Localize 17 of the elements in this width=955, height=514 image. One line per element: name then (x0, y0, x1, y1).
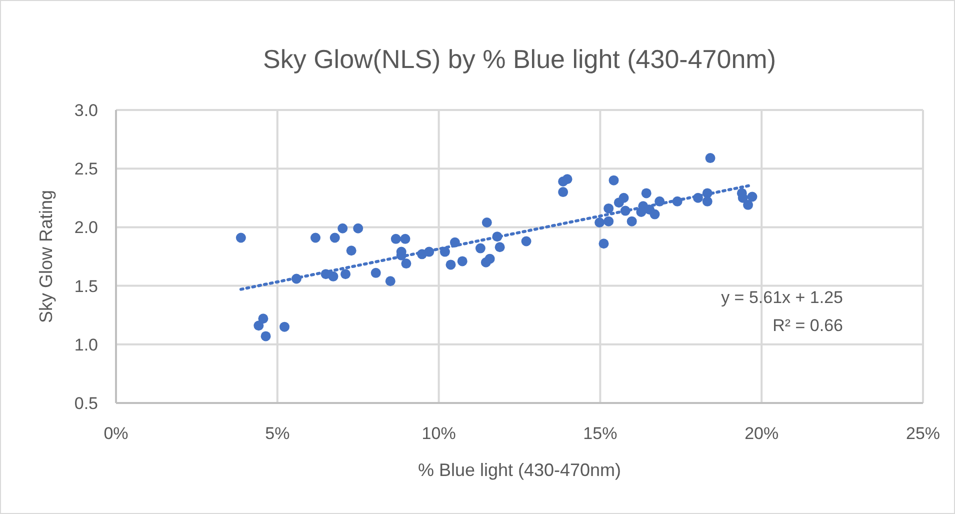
y-tick-label: 3.0 (74, 101, 98, 120)
y-axis-title: Sky Glow Rating (36, 190, 56, 324)
x-tick-label: 10% (422, 424, 456, 443)
chart-title: Sky Glow(NLS) by % Blue light (430-470nm) (263, 44, 776, 74)
y-tick-label: 1.5 (74, 276, 98, 296)
x-tick-label: 25% (906, 424, 940, 443)
y-tick-label: 1.0 (74, 335, 98, 354)
x-tick-label: 0% (104, 424, 128, 443)
x-tick-label: 15% (583, 424, 618, 443)
annotation: R² = 0.66 (772, 316, 843, 335)
annotation: y = 5.61x + 1.25 (721, 288, 843, 307)
y-tick-label: 2.0 (74, 218, 98, 238)
x-axis-title: % Blue light (430-470nm) (418, 460, 622, 480)
y-tick-label: 2.5 (74, 160, 98, 179)
x-tick-label: 20% (744, 424, 779, 443)
y-tick-label: 0.5 (74, 394, 98, 413)
x-tick-label: 5% (265, 424, 290, 443)
